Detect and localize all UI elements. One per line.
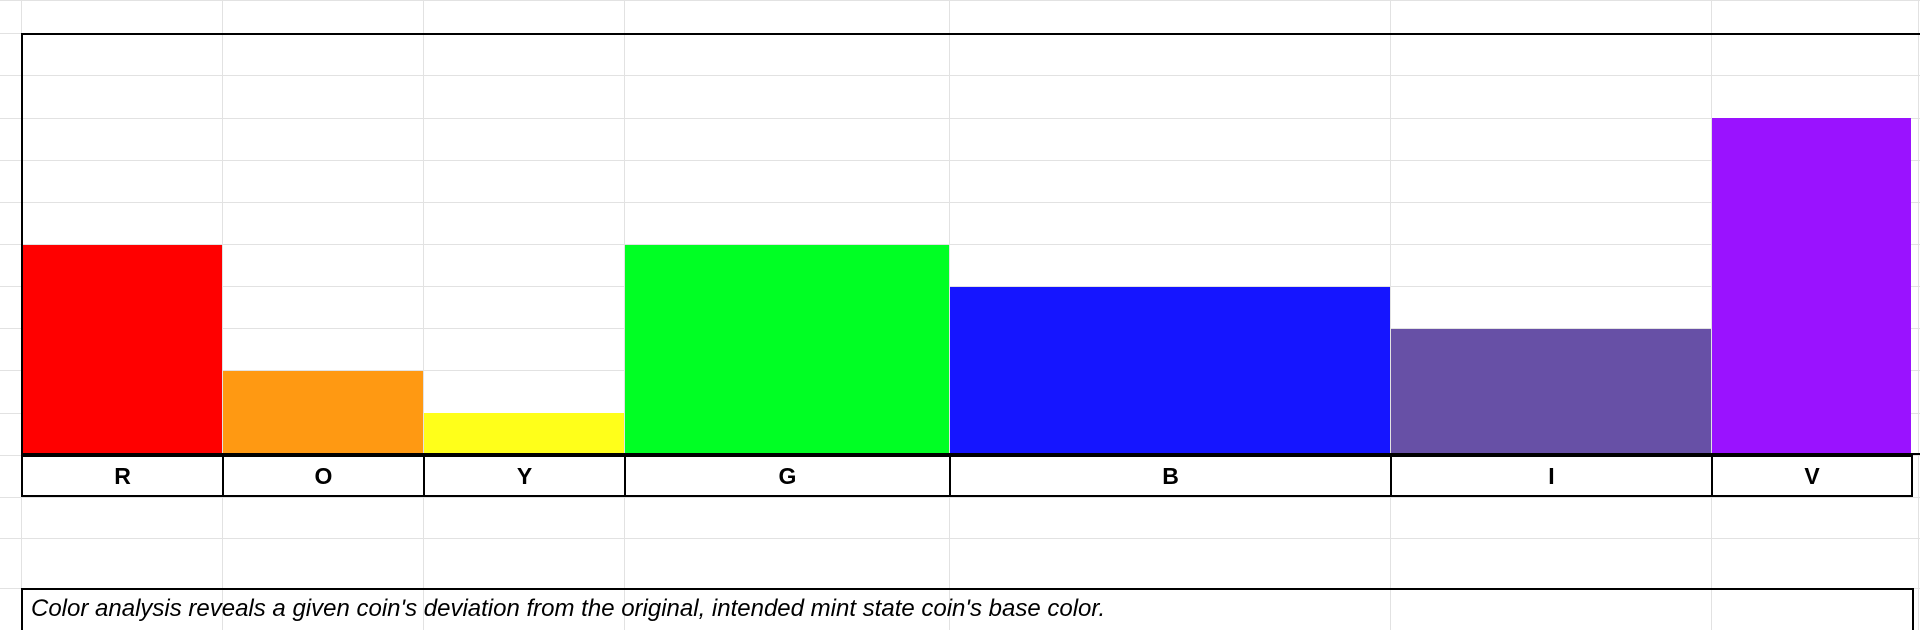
gridline-column	[1390, 0, 1391, 630]
gridline-row	[0, 75, 1920, 76]
gridline-row	[0, 538, 1920, 539]
chart-frame	[21, 33, 1920, 455]
gridline-row	[0, 160, 1920, 161]
gridline-column	[1711, 0, 1712, 630]
gridline-column	[624, 0, 625, 630]
note-cell[interactable]: Color analysis reveals a given coin's de…	[21, 588, 1914, 630]
bar-g[interactable]	[625, 244, 949, 455]
bar-y[interactable]	[424, 412, 624, 455]
category-label-b[interactable]: B	[949, 455, 1390, 497]
bar-b[interactable]	[950, 286, 1390, 455]
bar-r[interactable]	[22, 244, 222, 455]
note-text: Color analysis reveals a given coin's de…	[31, 595, 1106, 622]
gridline-row	[0, 202, 1920, 203]
bar-v[interactable]	[1712, 118, 1911, 455]
gridline-column	[423, 0, 424, 630]
gridline-row	[0, 244, 1920, 245]
gridline-row	[0, 497, 1920, 498]
bar-i[interactable]	[1391, 328, 1711, 455]
gridline-row	[0, 286, 1920, 287]
category-label-y[interactable]: Y	[423, 455, 624, 497]
gridline-column	[949, 0, 950, 630]
gridline-row	[0, 0, 1920, 1]
category-label-g[interactable]: G	[624, 455, 949, 497]
bar-o[interactable]	[223, 370, 423, 455]
gridline-column	[222, 0, 223, 630]
category-label-o[interactable]: O	[222, 455, 423, 497]
category-label-r[interactable]: R	[21, 455, 222, 497]
gridline-column	[1918, 0, 1919, 630]
category-label-v[interactable]: V	[1711, 455, 1913, 497]
gridline-row	[0, 118, 1920, 119]
category-label-i[interactable]: I	[1390, 455, 1711, 497]
